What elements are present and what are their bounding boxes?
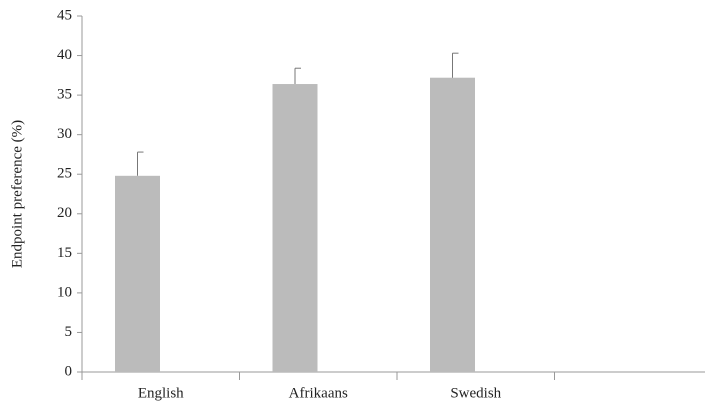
bar: [115, 175, 160, 372]
x-tick-label: Afrikaans: [289, 385, 348, 401]
y-tick-label: 40: [57, 47, 72, 63]
y-tick-label: 25: [57, 166, 72, 182]
y-tick-label: 15: [57, 245, 72, 261]
y-tick-label: 45: [57, 7, 72, 23]
bar: [272, 84, 318, 372]
bar: [430, 77, 475, 372]
x-tick-label: Swedish: [450, 385, 501, 401]
y-tick-label: 5: [65, 324, 73, 340]
y-tick-label: 10: [57, 284, 72, 300]
y-axis-label: Endpoint preference (%): [9, 120, 25, 268]
x-tick-label: English: [138, 385, 184, 401]
y-tick-label: 35: [57, 87, 72, 103]
y-tick-label: 20: [57, 205, 72, 221]
y-tick-label: 30: [57, 126, 72, 142]
y-tick-label: 0: [65, 363, 73, 379]
